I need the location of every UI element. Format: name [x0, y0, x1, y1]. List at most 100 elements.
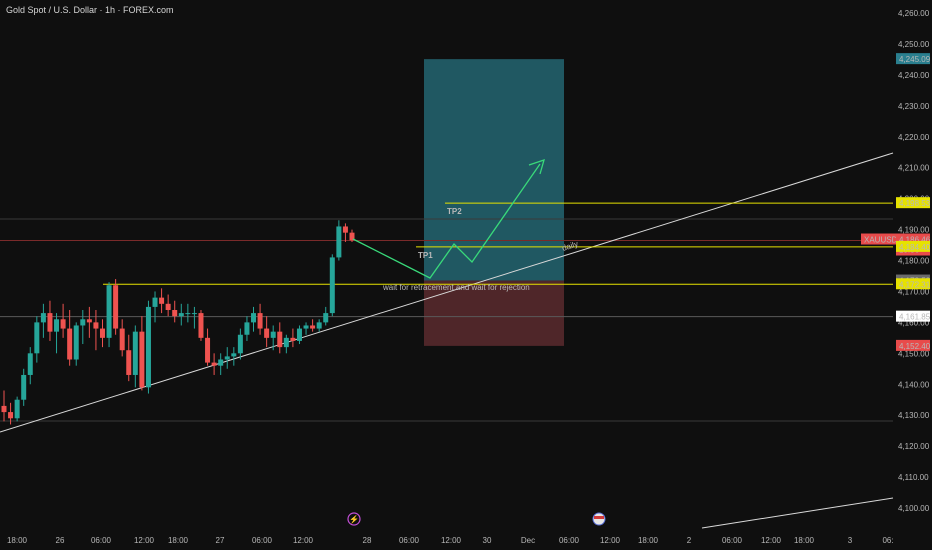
candle-body[interactable] [165, 303, 171, 310]
x-tick-label: 12:00 [441, 536, 462, 545]
y-tick-label: 4,260.00 [898, 9, 930, 18]
projection-arrowhead [528, 158, 545, 175]
candle-body[interactable] [290, 337, 296, 341]
candle-body[interactable] [205, 337, 211, 363]
candle-body[interactable] [73, 325, 79, 360]
x-tick-label: 12:00 [600, 536, 621, 545]
candle-body[interactable] [218, 359, 224, 366]
candle-body[interactable] [145, 306, 151, 388]
candle-body[interactable] [257, 313, 263, 329]
candle-body[interactable] [99, 328, 105, 338]
candle-body[interactable] [251, 313, 257, 323]
candle-body[interactable] [211, 362, 217, 366]
lightning-event-icon[interactable] [347, 512, 361, 526]
stop-price-box [896, 339, 930, 351]
candle-body[interactable] [231, 353, 237, 357]
candle-body[interactable] [159, 297, 165, 304]
candle-body[interactable] [113, 285, 119, 329]
candle-body[interactable] [21, 374, 27, 400]
candle-body[interactable] [139, 331, 145, 388]
candle-body[interactable] [349, 232, 355, 241]
level-price-box [896, 240, 930, 252]
candle-body[interactable] [191, 313, 197, 315]
y-tick-label: 4,250.00 [898, 40, 930, 49]
candle-body[interactable] [14, 399, 20, 419]
current-price-label: 4,186.46 [899, 236, 931, 245]
candle-body[interactable] [270, 331, 276, 338]
y-tick-label: 4,160.00 [898, 318, 930, 327]
candle-body[interactable] [264, 328, 270, 338]
candle-body[interactable] [47, 313, 53, 332]
x-tick-label: 2 [687, 536, 692, 545]
x-tick-label: 18:00 [794, 536, 815, 545]
candle-body[interactable] [67, 328, 73, 360]
chart-header: Gold Spot / U.S. Dollar · 1h · FOREX.com [6, 5, 174, 15]
y-tick-label: 4,230.00 [898, 102, 930, 111]
candle-body[interactable] [34, 322, 40, 354]
candle-body[interactable] [178, 313, 184, 317]
candle-body[interactable] [152, 297, 158, 307]
y-tick-label: 4,220.00 [898, 133, 930, 142]
instruction-annotation: wait for retracement and wait for reject… [382, 283, 530, 292]
x-tick-label: 27 [216, 536, 225, 545]
candle-body[interactable] [86, 319, 92, 323]
candle-body[interactable] [172, 310, 178, 317]
candle-body[interactable] [8, 412, 14, 419]
candle-body[interactable] [316, 322, 322, 329]
candle-body[interactable] [310, 325, 316, 329]
price-line-label: 4,161.85 [899, 313, 931, 322]
level-price-label: 4,184.40 [899, 243, 931, 252]
candle-body[interactable] [1, 405, 7, 413]
symbol-tag [861, 233, 896, 245]
candle-body[interactable] [185, 313, 191, 315]
x-tick-label: 06:00 [559, 536, 580, 545]
candle-body[interactable] [303, 325, 309, 329]
lower-trendline[interactable] [701, 497, 894, 529]
price-line-box [896, 310, 930, 322]
candle-body[interactable] [283, 337, 289, 348]
y-tick-label: 4,150.00 [898, 349, 930, 358]
projection-path[interactable] [352, 163, 541, 279]
x-tick-label: 28 [363, 536, 372, 545]
symbol-title[interactable]: Gold Spot / U.S. Dollar · 1h · FOREX.com [6, 5, 174, 15]
candle-body[interactable] [132, 331, 138, 375]
x-tick-label: 30 [483, 536, 492, 545]
target-price-label: 4,245.09 [899, 55, 931, 64]
candle-body[interactable] [277, 331, 283, 348]
y-tick-label: 4,130.00 [898, 411, 930, 420]
x-tick-label: 12:00 [761, 536, 782, 545]
candle-body[interactable] [244, 322, 250, 335]
candle-body[interactable] [224, 356, 230, 360]
candle-body[interactable] [342, 226, 348, 233]
level-price-label: 4,198.53 [899, 199, 931, 208]
candle-body[interactable] [119, 328, 125, 351]
candle-body[interactable] [54, 319, 60, 332]
x-tick-label: 12:00 [293, 536, 314, 545]
x-tick-label: 06:00 [91, 536, 112, 545]
candle-body[interactable] [60, 319, 66, 329]
candle-body[interactable] [93, 322, 99, 329]
tp2-label: TP2 [447, 207, 462, 216]
candle-body[interactable] [323, 313, 329, 323]
stop-zone[interactable] [424, 280, 564, 346]
y-tick-label: 4,140.00 [898, 380, 930, 389]
x-tick-label: 06: [882, 536, 893, 545]
symbol-tag-label: XAUUSD [864, 236, 898, 245]
candle-body[interactable] [40, 313, 46, 323]
level-price-label: 4,172.31 [899, 280, 931, 289]
candle-body[interactable] [237, 334, 243, 354]
candle-body[interactable] [27, 353, 33, 375]
candle-body[interactable] [198, 313, 204, 338]
x-tick-label: 06:00 [399, 536, 420, 545]
x-tick-label: 12:00 [134, 536, 155, 545]
candle-body[interactable] [80, 319, 86, 326]
level-price-box [896, 197, 930, 209]
candle-body[interactable] [296, 328, 302, 341]
candle-body[interactable] [329, 257, 335, 314]
candle-body[interactable] [106, 285, 112, 338]
x-tick-label: 26 [56, 536, 65, 545]
candle-body[interactable] [336, 226, 342, 258]
x-tick-label: 3 [848, 536, 853, 545]
candle-body[interactable] [126, 350, 132, 375]
